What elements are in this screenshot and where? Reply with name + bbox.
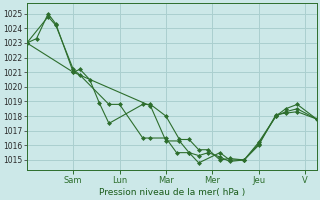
X-axis label: Pression niveau de la mer( hPa ): Pression niveau de la mer( hPa )	[99, 188, 245, 197]
